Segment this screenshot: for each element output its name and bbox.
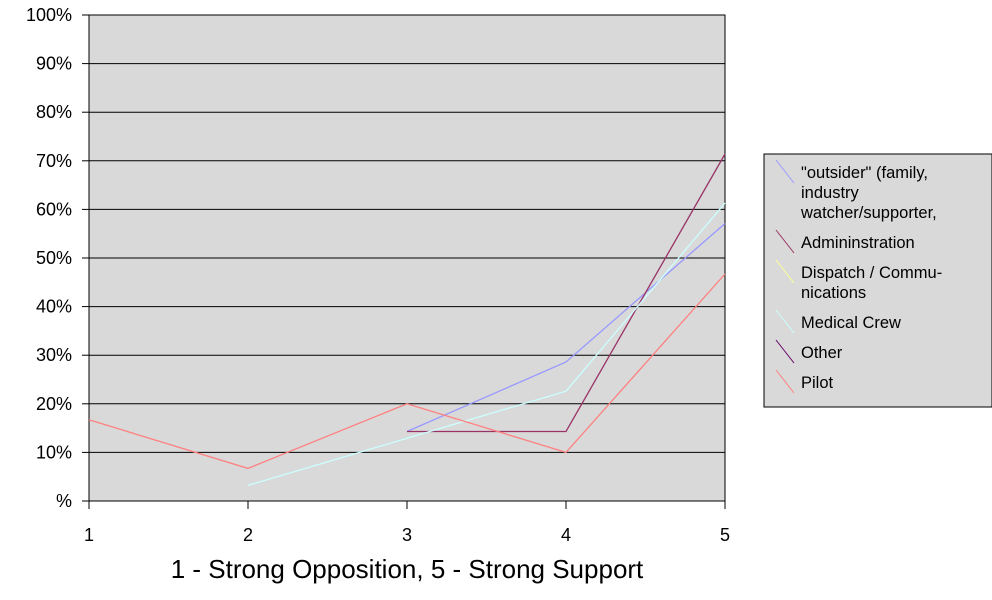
- legend-swatch: [775, 369, 795, 394]
- legend-label: Admininstration: [801, 234, 915, 252]
- legend-entry: Dispatch / Commu-nications: [775, 259, 942, 302]
- series-line: [406, 223, 726, 433]
- legend-swatch: [775, 229, 795, 254]
- y-tick-label: 10%: [36, 442, 72, 462]
- y-tick-label: %: [56, 491, 72, 511]
- legend-entry: Pilot: [775, 369, 834, 394]
- legend-entry: "outsider" (family, industry watcher/suppo…: [775, 159, 937, 222]
- y-tick-label: 100%: [26, 5, 72, 25]
- y-axis-ticks: % 10% 20% 30% 40% 50% 60% 70% 80% 90% 100%: [26, 5, 89, 511]
- y-tick-label: 50%: [36, 248, 72, 268]
- legend-swatch: [775, 339, 795, 364]
- legend: "outsider" (family, industry watcher/suppo…: [763, 153, 992, 408]
- series-lines: [88, 153, 726, 487]
- legend-label: Dispatch / Commu-: [801, 264, 942, 282]
- x-tick-label: 4: [561, 525, 571, 545]
- y-tick-label: 70%: [36, 151, 72, 171]
- y-tick-label: 60%: [36, 199, 72, 219]
- series-line: [407, 153, 726, 433]
- legend-label: industry: [801, 184, 860, 202]
- legend-swatch: [775, 259, 795, 284]
- legend-label: "outsider" (family,: [801, 164, 928, 182]
- legend-label: nications: [801, 284, 866, 302]
- legend-entry: Medical Crew: [775, 309, 901, 334]
- x-tick-label: 1: [84, 525, 94, 545]
- x-tick-label: 3: [402, 525, 412, 545]
- series-line: [247, 202, 726, 487]
- legend-label: Medical Crew: [801, 314, 901, 332]
- x-tick-label: 5: [720, 525, 730, 545]
- legend-swatch: [775, 309, 795, 334]
- legend-label: Other: [801, 344, 843, 362]
- y-tick-label: 20%: [36, 394, 72, 414]
- series-line: [88, 273, 726, 470]
- legend-swatch: [775, 159, 795, 184]
- x-axis-ticks: 1 2 3 4 5: [84, 501, 730, 545]
- legend-label: Pilot: [801, 374, 834, 392]
- x-tick-label: 2: [243, 525, 253, 545]
- y-tick-label: 80%: [36, 102, 72, 122]
- y-tick-label: 30%: [36, 345, 72, 365]
- legend-entry: Admininstration: [775, 229, 915, 254]
- y-tick-label: 40%: [36, 297, 72, 317]
- legend-label: watcher/supporter,: [800, 204, 937, 222]
- x-axis-title: 1 - Strong Opposition, 5 - Strong Suppor…: [171, 554, 644, 584]
- legend-box: [763, 153, 992, 408]
- y-tick-label: 90%: [36, 54, 72, 74]
- legend-entry: Other: [775, 339, 843, 364]
